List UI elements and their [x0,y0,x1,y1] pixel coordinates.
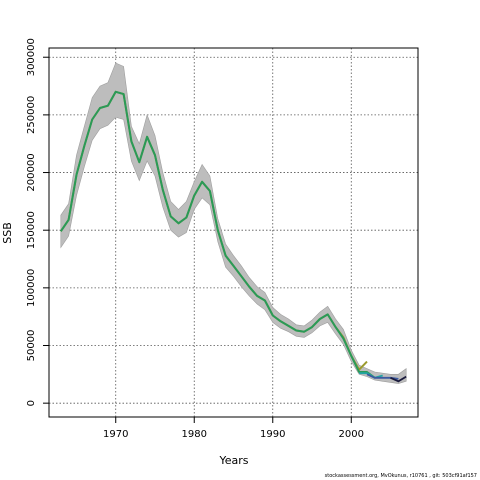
y-tick-label: 100000 [26,269,37,307]
x-tick-label: 2000 [339,429,364,440]
series-line-1 [59,90,368,371]
y-tick-label: 250000 [26,96,37,134]
confidence-band [60,62,407,384]
series-lines [59,90,407,383]
series-line-2 [59,90,376,379]
y-tick-label: 200000 [26,153,37,191]
y-axis-title: SSB [1,222,14,244]
footer-credit: stockassessment.org, MvOkunus, r10761 , … [324,473,477,479]
y-tick-label: 150000 [26,211,37,249]
y-tick-label: 0 [26,400,37,406]
y-tick-label: 300000 [26,38,37,76]
y-axis-ticks: 0 50000 100000 150000 200000 250000 300000 [26,38,49,406]
x-tick-label: 1990 [260,429,285,440]
x-tick-label: 1980 [182,429,207,440]
x-tick-label: 1970 [103,429,128,440]
series-line-5 [390,375,407,383]
plot-frame [48,47,419,418]
x-axis-ticks: 1970 1980 1990 2000 [103,417,364,440]
y-tick-label: 50000 [26,330,37,362]
x-axis-title: Years [218,454,248,467]
